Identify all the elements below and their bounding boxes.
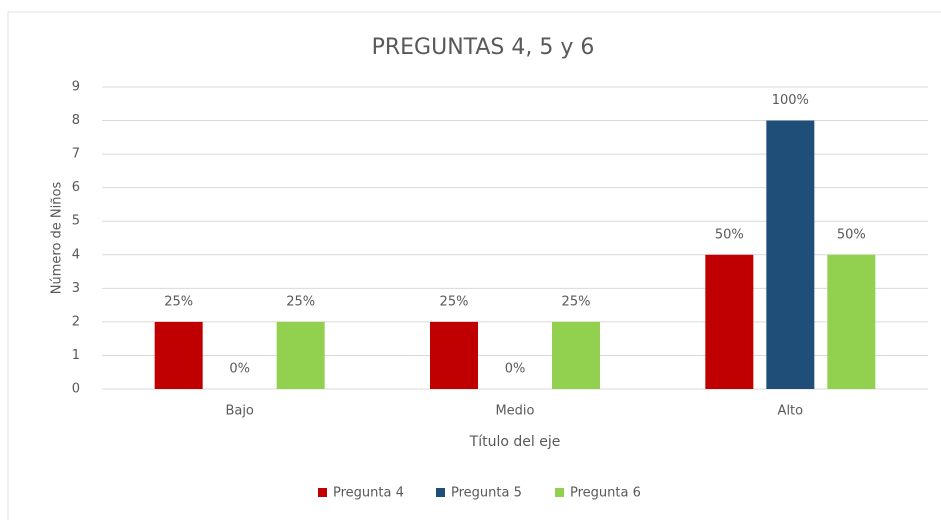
legend-swatch bbox=[436, 488, 445, 497]
bar bbox=[430, 321, 478, 389]
y-axis-title: Número de Niños bbox=[50, 182, 65, 295]
x-tick-label: Bajo bbox=[225, 404, 253, 419]
bar bbox=[154, 321, 203, 389]
x-tick-label: Medio bbox=[495, 404, 534, 419]
data-label: 25% bbox=[286, 294, 315, 309]
data-label: 50% bbox=[837, 227, 866, 242]
x-axis-title: Título del eje bbox=[469, 434, 561, 450]
legend-label: Pregunta 5 bbox=[451, 486, 522, 501]
data-label: 0% bbox=[229, 362, 250, 377]
y-tick-label: 2 bbox=[72, 314, 80, 329]
legend-label: Pregunta 6 bbox=[570, 486, 641, 501]
y-tick-label: 0 bbox=[72, 382, 80, 397]
y-tick-label: 4 bbox=[72, 247, 80, 262]
y-tick-label: 8 bbox=[72, 113, 80, 128]
legend-swatch bbox=[318, 488, 327, 497]
y-tick-label: 9 bbox=[72, 80, 80, 95]
y-tick-label: 3 bbox=[72, 281, 80, 296]
data-label: 25% bbox=[562, 294, 591, 309]
data-label: 0% bbox=[505, 362, 526, 377]
x-tick-label: Alto bbox=[778, 404, 804, 419]
y-tick-label: 5 bbox=[72, 214, 80, 229]
legend-label: Pregunta 4 bbox=[333, 486, 404, 501]
y-tick-label: 7 bbox=[72, 147, 80, 162]
bar bbox=[766, 120, 815, 390]
y-tick-label: 1 bbox=[72, 348, 80, 363]
y-tick-label: 6 bbox=[72, 180, 80, 195]
bar bbox=[552, 321, 600, 389]
chart-title: PREGUNTAS 4, 5 y 6 bbox=[372, 35, 595, 60]
data-label: 25% bbox=[164, 294, 193, 309]
legend-swatch bbox=[555, 488, 564, 497]
bar bbox=[705, 254, 754, 389]
data-label: 25% bbox=[440, 294, 469, 309]
bar bbox=[827, 254, 876, 389]
bar bbox=[276, 321, 325, 389]
data-label: 100% bbox=[772, 93, 809, 108]
data-label: 50% bbox=[715, 227, 744, 242]
